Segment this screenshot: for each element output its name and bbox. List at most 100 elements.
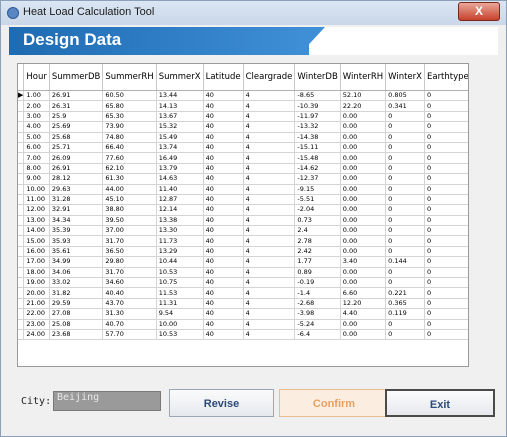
table-cell[interactable]: 0 [424, 173, 468, 185]
table-cell[interactable]: 18.00 [23, 267, 50, 279]
table-cell[interactable]: 40 [203, 90, 244, 102]
table-cell[interactable]: 0 [385, 194, 425, 206]
table-cell[interactable]: 10.00 [156, 319, 204, 331]
table-cell[interactable]: 4 [243, 152, 296, 164]
table-cell[interactable]: 10.44 [156, 256, 204, 268]
table-cell[interactable]: 40 [203, 132, 244, 143]
table-cell[interactable]: 60.50 [102, 90, 157, 102]
table-cell[interactable]: 0 [424, 152, 468, 164]
table-cell[interactable]: 13.74 [156, 142, 204, 154]
table-cell[interactable]: 26.31 [49, 100, 104, 112]
table-cell[interactable]: -1.4 [294, 287, 341, 299]
table-row[interactable]: 7.00 26.09 77.60 16.49 40 4 -15.48 0.00 0 0 [18, 152, 468, 164]
table-cell[interactable]: 23.00 [23, 319, 50, 331]
table-cell[interactable]: 33.02 [49, 277, 104, 289]
table-cell[interactable]: 0.00 [340, 163, 387, 175]
table-cell[interactable]: 24.00 [23, 329, 50, 341]
table-cell[interactable]: 0 [424, 184, 468, 195]
table-cell[interactable]: 40 [203, 163, 244, 175]
table-cell[interactable]: 0 [424, 132, 468, 143]
table-cell[interactable]: -3.98 [294, 308, 341, 320]
table-row[interactable]: 20.00 31.82 40.40 11.53 40 4 -1.4 6.60 0.221 0 [18, 287, 468, 299]
table-cell[interactable]: 40.40 [102, 287, 157, 299]
table-cell[interactable]: 0.00 [340, 235, 387, 247]
table-row[interactable]: 4.00 25.69 73.90 15.32 40 4 -13.32 0.00 0 0 [18, 121, 468, 133]
table-cell[interactable]: 0.00 [340, 319, 387, 331]
table-cell[interactable]: 0.365 [385, 298, 425, 310]
table-row[interactable]: 12.00 32.91 38.80 12.14 40 4 -2.04 0.00 0 0 [18, 204, 468, 216]
row-selector[interactable] [18, 329, 25, 341]
table-cell[interactable]: -9.15 [294, 184, 341, 195]
table-cell[interactable]: 0.00 [340, 194, 387, 206]
table-row[interactable]: 14.00 35.39 37.00 13.30 40 4 2.4 0.00 0 0 [18, 225, 468, 237]
table-cell[interactable]: 0.00 [340, 184, 387, 195]
table-cell[interactable]: 15.32 [156, 121, 204, 133]
table-cell[interactable]: 14.00 [23, 225, 50, 237]
table-cell[interactable]: 4 [243, 225, 296, 237]
table-cell[interactable]: 40.70 [102, 319, 157, 331]
table-cell[interactable]: 0 [424, 256, 468, 268]
table-cell[interactable]: 14.63 [156, 173, 204, 185]
table-cell[interactable]: 1.00 [23, 90, 50, 102]
row-selector[interactable] [18, 111, 25, 123]
table-cell[interactable]: 0 [424, 215, 468, 227]
table-cell[interactable]: 0.341 [385, 100, 425, 112]
table-cell[interactable]: -8.65 [294, 90, 341, 102]
table-cell[interactable]: -14.62 [294, 163, 341, 175]
table-cell[interactable]: 40 [203, 173, 244, 185]
table-cell[interactable]: -0.19 [294, 277, 341, 289]
table-cell[interactable]: 13.67 [156, 111, 204, 123]
row-selector[interactable] [18, 132, 25, 143]
revise-button[interactable]: Revise [169, 389, 274, 417]
table-cell[interactable]: 31.28 [49, 194, 104, 206]
table-row[interactable]: 16.00 35.61 36.50 13.29 40 4 2.42 0.00 0 0 [18, 246, 468, 258]
table-cell[interactable]: 40 [203, 256, 244, 268]
table-cell[interactable]: 0 [385, 215, 425, 227]
table-cell[interactable]: 35.93 [49, 235, 104, 247]
row-selector[interactable] [18, 121, 25, 133]
row-selector[interactable] [18, 235, 25, 247]
table-cell[interactable]: 25.08 [49, 319, 104, 331]
table-cell[interactable]: 21.00 [23, 298, 50, 310]
table-cell[interactable]: 4 [243, 246, 296, 258]
table-cell[interactable]: -6.4 [294, 329, 341, 341]
table-cell[interactable]: 25.68 [49, 132, 104, 143]
table-cell[interactable]: 0.00 [340, 142, 387, 154]
table-cell[interactable]: 0 [424, 329, 468, 341]
table-cell[interactable]: -13.32 [294, 121, 341, 133]
table-cell[interactable]: 32.91 [49, 204, 104, 216]
table-cell[interactable]: 31.70 [102, 235, 157, 247]
table-cell[interactable]: 0 [385, 121, 425, 133]
table-cell[interactable]: -2.68 [294, 298, 341, 310]
table-cell[interactable]: 23.68 [49, 329, 104, 341]
table-cell[interactable]: 4 [243, 287, 296, 299]
table-cell[interactable]: 11.00 [23, 194, 50, 206]
table-cell[interactable]: 4 [243, 277, 296, 289]
table-cell[interactable]: 0.73 [294, 215, 341, 227]
table-cell[interactable]: 25.69 [49, 121, 104, 133]
table-row[interactable]: 9.00 28.12 61.30 14.63 40 4 -12.37 0.00 0 0 [18, 173, 468, 185]
table-row[interactable]: 24.00 23.68 57.70 10.53 40 4 -6.4 0.00 0 0 [18, 329, 468, 341]
table-cell[interactable]: 9.00 [23, 173, 50, 185]
table-cell[interactable]: 0 [424, 111, 468, 123]
table-cell[interactable]: 26.91 [49, 90, 104, 102]
table-cell[interactable]: 13.30 [156, 225, 204, 237]
table-cell[interactable]: 4 [243, 267, 296, 279]
table-cell[interactable]: 4 [243, 90, 296, 102]
table-cell[interactable]: 4.40 [340, 308, 387, 320]
table-cell[interactable]: 34.34 [49, 215, 104, 227]
row-selector[interactable] [18, 319, 25, 331]
row-selector[interactable] [18, 308, 25, 320]
row-selector[interactable] [18, 142, 25, 154]
table-cell[interactable]: 4 [243, 100, 296, 112]
table-cell[interactable]: 38.80 [102, 204, 157, 216]
column-header-cleargrade[interactable]: Cleargrade [243, 64, 296, 91]
table-cell[interactable]: 0 [385, 277, 425, 289]
table-cell[interactable]: 0 [424, 267, 468, 279]
table-cell[interactable]: 4 [243, 194, 296, 206]
table-cell[interactable]: 0.00 [340, 215, 387, 227]
table-cell[interactable]: 0 [424, 142, 468, 154]
table-cell[interactable]: 26.09 [49, 152, 104, 164]
column-header-summerx[interactable]: SummerX [156, 64, 204, 91]
table-cell[interactable]: 61.30 [102, 173, 157, 185]
